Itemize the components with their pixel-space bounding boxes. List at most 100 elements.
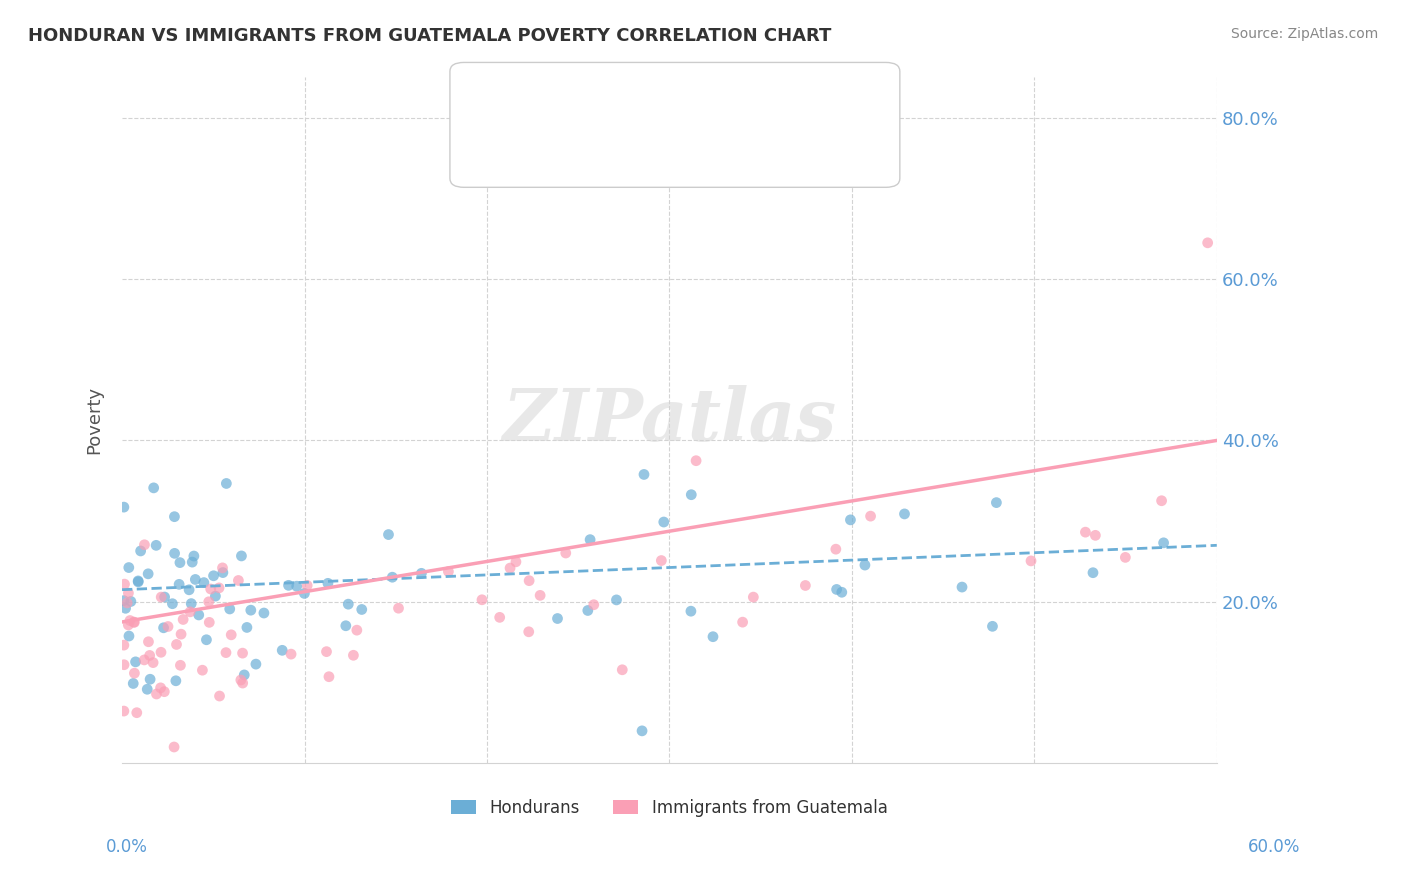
Point xyxy=(853,558,876,572)
Point xyxy=(125,706,148,720)
Text: N =: N = xyxy=(605,98,641,116)
Point xyxy=(1074,525,1097,540)
Point xyxy=(859,509,882,524)
Point xyxy=(138,648,160,663)
Text: R =: R = xyxy=(492,138,529,156)
Point xyxy=(652,515,675,529)
Point xyxy=(149,681,172,695)
Point xyxy=(156,619,179,633)
Point xyxy=(350,602,373,616)
Point xyxy=(118,560,141,574)
Point xyxy=(505,555,527,569)
Text: 0.479: 0.479 xyxy=(534,138,593,156)
Point xyxy=(488,610,510,624)
Point xyxy=(681,488,703,502)
Point xyxy=(215,476,238,491)
Point xyxy=(165,673,187,688)
Point xyxy=(245,657,267,672)
Point xyxy=(1084,528,1107,542)
Point xyxy=(411,566,433,581)
Point xyxy=(582,598,605,612)
Point xyxy=(118,629,141,643)
Point xyxy=(342,648,364,663)
Point xyxy=(200,582,222,596)
Point xyxy=(179,582,201,597)
Point xyxy=(122,676,145,690)
Point xyxy=(236,620,259,634)
Point xyxy=(124,615,146,630)
Point xyxy=(517,574,540,588)
Point xyxy=(122,615,145,629)
Point xyxy=(1114,550,1136,565)
Point xyxy=(136,566,159,581)
Point xyxy=(134,653,156,667)
Point xyxy=(1150,493,1173,508)
Point xyxy=(633,467,655,482)
Point xyxy=(579,533,602,547)
Point xyxy=(112,657,135,672)
Point xyxy=(211,561,233,575)
Point xyxy=(1019,554,1042,568)
Point xyxy=(271,643,294,657)
Point xyxy=(198,615,221,630)
Point xyxy=(731,615,754,629)
Point xyxy=(219,628,242,642)
Point xyxy=(166,637,188,651)
Point xyxy=(115,596,138,610)
Point xyxy=(346,623,368,637)
Point xyxy=(118,614,141,628)
Point xyxy=(381,570,404,584)
Point xyxy=(893,507,915,521)
Text: ZIPatlas: ZIPatlas xyxy=(502,384,837,456)
Point xyxy=(169,658,191,673)
Point xyxy=(129,544,152,558)
Point xyxy=(499,561,522,575)
Text: 74: 74 xyxy=(647,98,671,116)
Point xyxy=(150,645,173,659)
Point xyxy=(179,605,201,619)
Point xyxy=(184,573,207,587)
Point xyxy=(554,546,576,560)
Text: 0.0%: 0.0% xyxy=(105,838,148,856)
Point xyxy=(253,606,276,620)
Point xyxy=(1153,536,1175,550)
Point xyxy=(742,590,765,604)
Point xyxy=(986,495,1008,509)
Point xyxy=(950,580,973,594)
Point xyxy=(153,590,176,604)
Point xyxy=(981,619,1004,633)
Point xyxy=(295,578,318,592)
Point xyxy=(337,597,360,611)
Point xyxy=(831,585,853,599)
Point xyxy=(169,556,191,570)
Point xyxy=(114,601,136,615)
Point xyxy=(193,575,215,590)
Point xyxy=(576,603,599,617)
Point xyxy=(187,607,209,622)
Y-axis label: Poverty: Poverty xyxy=(86,386,103,454)
Point xyxy=(153,684,176,698)
Point xyxy=(215,646,238,660)
Point xyxy=(208,581,231,595)
Point xyxy=(229,673,252,687)
Point xyxy=(292,586,315,600)
Point xyxy=(124,666,146,681)
Point xyxy=(145,538,167,552)
Point xyxy=(163,509,186,524)
Point xyxy=(702,630,724,644)
Point xyxy=(183,549,205,563)
Point xyxy=(650,553,672,567)
Point xyxy=(162,597,184,611)
Point xyxy=(163,739,186,754)
Point xyxy=(136,682,159,697)
Point xyxy=(112,500,135,515)
Point xyxy=(280,647,302,661)
Point xyxy=(163,546,186,560)
Point xyxy=(794,578,817,592)
Point xyxy=(138,634,160,648)
Point xyxy=(117,586,139,600)
Point xyxy=(191,663,214,677)
Point xyxy=(197,595,219,609)
Point xyxy=(824,542,846,557)
Point xyxy=(181,555,204,569)
